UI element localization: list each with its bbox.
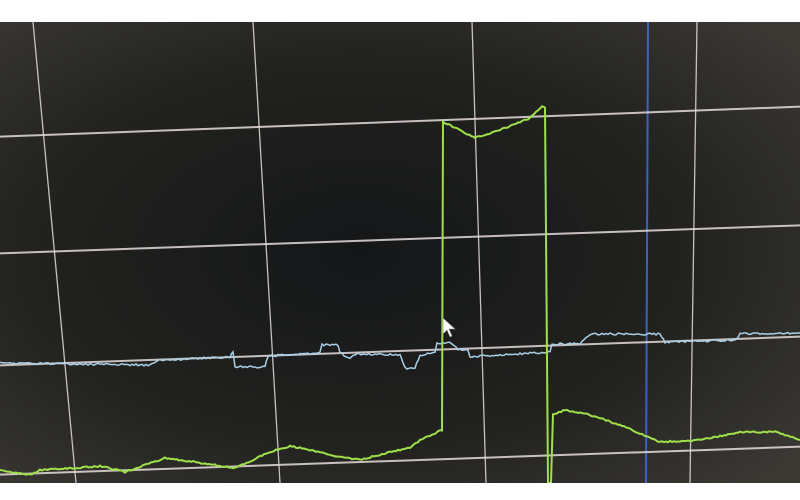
top-border <box>0 0 800 22</box>
screen <box>0 22 800 483</box>
oscilloscope-photo <box>0 0 800 500</box>
bottom-border-mask <box>0 483 800 500</box>
